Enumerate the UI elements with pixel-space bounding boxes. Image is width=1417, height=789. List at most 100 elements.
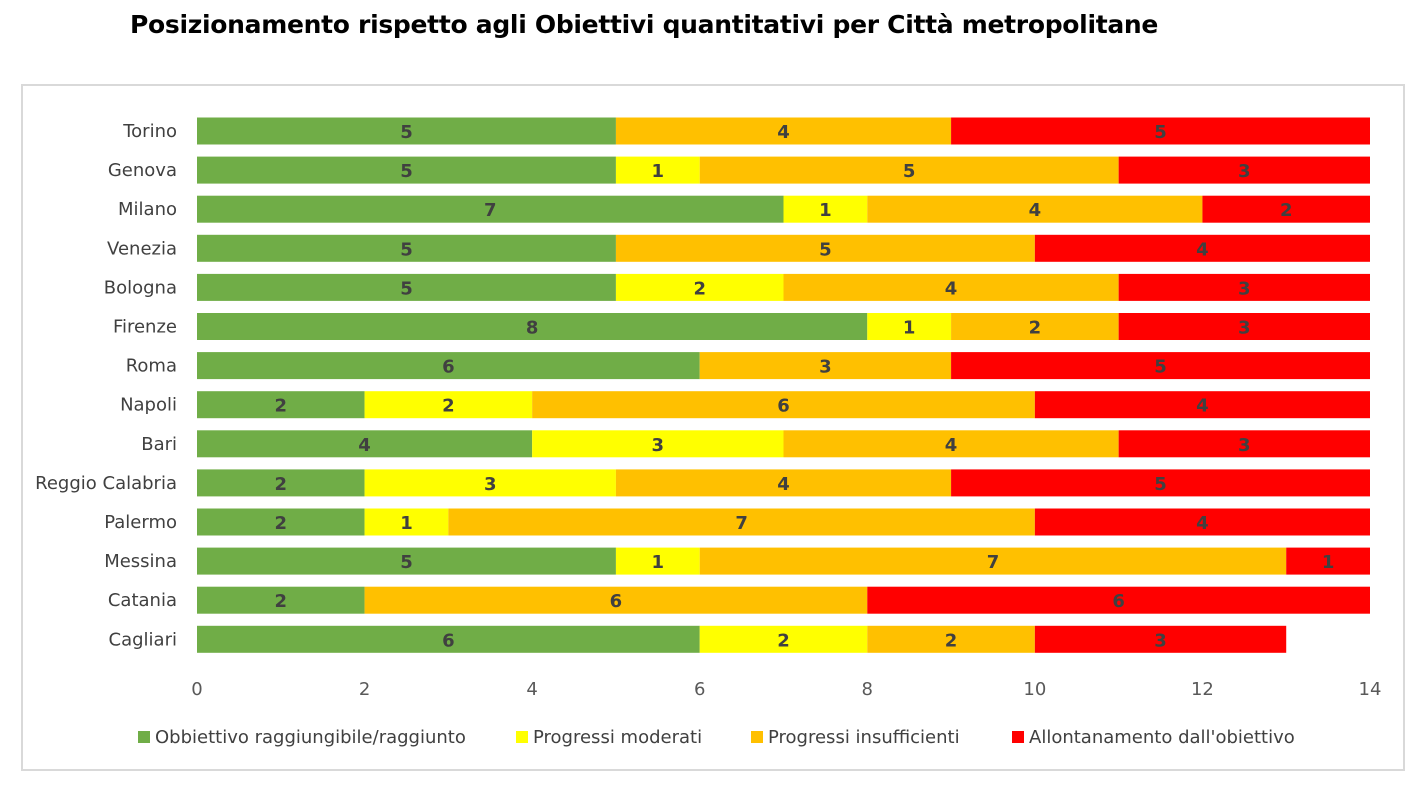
bar-segment bbox=[1286, 547, 1370, 575]
data-label: 7 bbox=[735, 513, 748, 534]
data-label: 5 bbox=[400, 239, 413, 260]
bar-segment bbox=[197, 273, 616, 301]
bar-segment bbox=[197, 508, 365, 536]
category-label: Torino bbox=[122, 121, 177, 142]
bar-segment bbox=[197, 586, 365, 614]
bar-segment bbox=[1202, 195, 1370, 223]
category-label: Cagliari bbox=[109, 629, 177, 650]
data-label: 3 bbox=[484, 474, 497, 495]
bar-segment bbox=[951, 117, 1370, 145]
data-label: 6 bbox=[442, 630, 455, 651]
data-label: 5 bbox=[1154, 122, 1167, 143]
bar-segment bbox=[951, 469, 1370, 497]
bar-segment bbox=[867, 625, 1035, 653]
bar-segment bbox=[615, 234, 1035, 262]
data-label: 3 bbox=[1238, 278, 1251, 299]
data-label: 3 bbox=[819, 357, 832, 378]
category-label: Reggio Calabria bbox=[35, 473, 177, 494]
data-label: 1 bbox=[819, 200, 832, 221]
bar-segment bbox=[197, 195, 784, 223]
bar-segment bbox=[197, 469, 365, 497]
data-label: 5 bbox=[1154, 357, 1167, 378]
x-tick-label: 10 bbox=[1023, 679, 1046, 700]
data-label: 4 bbox=[1196, 513, 1209, 534]
bar-segment bbox=[1118, 430, 1370, 458]
data-label: 2 bbox=[777, 630, 790, 651]
bar-segment bbox=[364, 586, 868, 614]
category-label: Milano bbox=[118, 199, 177, 220]
bar-segment bbox=[197, 313, 868, 340]
data-label: 3 bbox=[1238, 318, 1251, 339]
bar-segment bbox=[1118, 273, 1370, 301]
bar-segment bbox=[364, 391, 533, 419]
legend-label: Progressi insufficienti bbox=[768, 727, 960, 748]
bar-segment bbox=[783, 430, 1119, 458]
bar-segment bbox=[615, 547, 700, 575]
category-label: Bologna bbox=[104, 277, 177, 298]
data-label: 3 bbox=[1238, 161, 1251, 182]
legend-label: Obbiettivo raggiungibile/raggiunto bbox=[155, 727, 466, 748]
data-label: 5 bbox=[903, 161, 916, 182]
data-label: 4 bbox=[358, 435, 371, 456]
category-label: Bari bbox=[141, 434, 177, 455]
data-label: 5 bbox=[400, 161, 413, 182]
bar-segment bbox=[1034, 391, 1370, 419]
data-label: 2 bbox=[275, 513, 288, 534]
bar-segment bbox=[783, 195, 868, 223]
data-label: 8 bbox=[526, 318, 539, 339]
bar-segment bbox=[364, 469, 616, 497]
data-label: 3 bbox=[1154, 630, 1167, 651]
bar-segment bbox=[1118, 156, 1370, 184]
bar-segment bbox=[951, 352, 1370, 380]
page-title: Posizionamento rispetto agli Obiettivi q… bbox=[130, 10, 1159, 39]
category-label: Messina bbox=[104, 551, 177, 572]
bar-segment bbox=[197, 156, 616, 184]
legend-label: Allontanamento dall'obiettivo bbox=[1029, 727, 1295, 748]
chart-frame bbox=[21, 84, 1405, 771]
category-label: Napoli bbox=[120, 395, 177, 416]
data-label: 4 bbox=[945, 435, 958, 456]
data-label: 2 bbox=[1029, 318, 1042, 339]
data-label: 5 bbox=[400, 552, 413, 573]
data-label: 1 bbox=[652, 552, 665, 573]
bar-segment bbox=[1034, 234, 1370, 262]
bar-segment bbox=[615, 469, 952, 497]
bar-segment bbox=[867, 313, 952, 340]
bar-segment bbox=[197, 625, 700, 653]
x-tick-label: 14 bbox=[1359, 679, 1382, 700]
data-label: 2 bbox=[442, 396, 455, 417]
x-tick-label: 0 bbox=[191, 679, 202, 700]
bar-segment bbox=[699, 547, 1287, 575]
data-label: 4 bbox=[1196, 396, 1209, 417]
data-label: 4 bbox=[777, 474, 790, 495]
bar-segment bbox=[867, 586, 1370, 614]
legend-label: Progressi moderati bbox=[533, 727, 702, 748]
data-label: 1 bbox=[400, 513, 413, 534]
bar-segment bbox=[532, 391, 1035, 419]
data-label: 7 bbox=[987, 552, 1000, 573]
bar-segment bbox=[1034, 625, 1287, 653]
data-label: 6 bbox=[610, 591, 623, 612]
bar-segment bbox=[532, 430, 784, 458]
data-label: 5 bbox=[400, 122, 413, 143]
bar-segment bbox=[1118, 313, 1370, 340]
bar-segment bbox=[1034, 508, 1370, 536]
data-label: 6 bbox=[442, 357, 455, 378]
data-label: 1 bbox=[1322, 552, 1335, 573]
bar-segment bbox=[197, 430, 533, 458]
legend-swatch bbox=[516, 731, 528, 743]
x-tick-label: 2 bbox=[359, 679, 370, 700]
data-label: 1 bbox=[903, 318, 916, 339]
bar-segment bbox=[615, 273, 784, 301]
data-label: 5 bbox=[400, 278, 413, 299]
category-label: Firenze bbox=[113, 317, 177, 338]
bar-segment bbox=[699, 625, 868, 653]
data-label: 2 bbox=[693, 278, 706, 299]
legend-swatch bbox=[1012, 731, 1024, 743]
category-label: Genova bbox=[108, 160, 177, 181]
data-label: 4 bbox=[777, 122, 790, 143]
x-tick-label: 4 bbox=[526, 679, 537, 700]
category-label: Catania bbox=[108, 590, 177, 611]
bar-segment bbox=[197, 352, 700, 380]
